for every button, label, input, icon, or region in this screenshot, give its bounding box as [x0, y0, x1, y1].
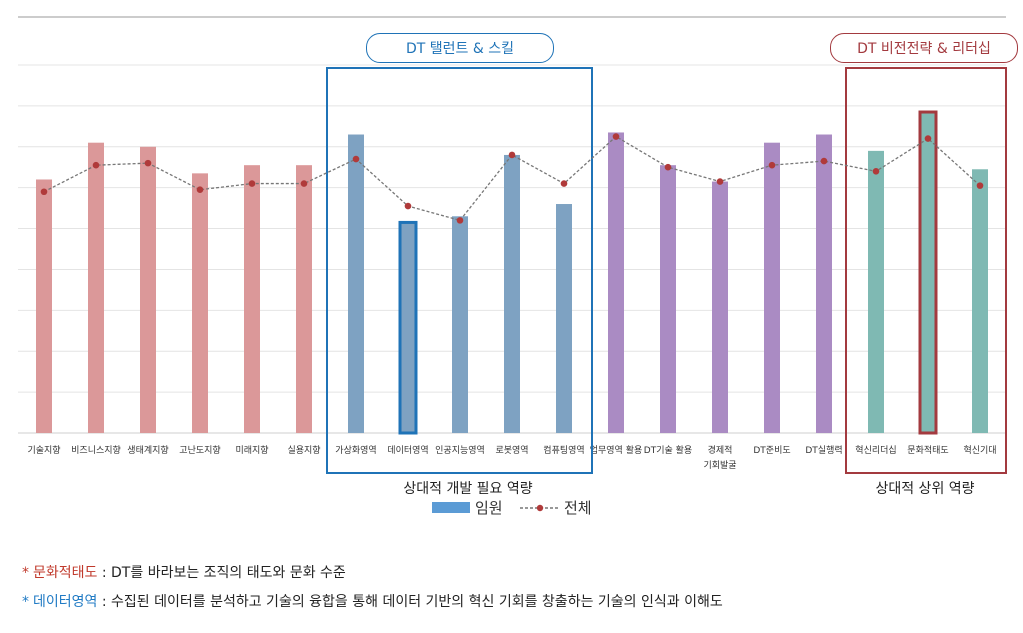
x-tick-label: DT기술 활용	[644, 444, 692, 456]
box-develop-group	[326, 67, 593, 474]
line-point	[404, 202, 412, 210]
bar-혁신리더십	[868, 150, 884, 433]
line-point	[560, 180, 568, 187]
line-point	[872, 168, 880, 175]
x-tick-label: 데이터영역	[387, 445, 428, 456]
note-colon: :	[97, 594, 112, 610]
bar-인공지능영역	[452, 216, 468, 433]
legend-bar-swatch	[432, 502, 470, 513]
x-tick-label: DT준비도	[753, 445, 790, 456]
x-tick-label: 혁신기대	[963, 445, 996, 456]
note-data: * 데이터영역 : 수집된 데이터를 분석하고 기술의 융합을 통해 데이터 기반…	[22, 591, 723, 611]
note-term: 문화적태도	[33, 565, 98, 581]
line-point	[40, 188, 48, 196]
line-point	[92, 161, 100, 169]
badge-vision-leadership: DT 비전전략 & 리터십	[830, 33, 1018, 63]
x-tick-label: 경제적 기회발굴	[703, 444, 736, 471]
bar-미래지향	[244, 165, 260, 433]
note-colon: :	[97, 565, 112, 581]
bar-DT준비도	[764, 142, 780, 433]
badge-talent-skill: DT 탤런트 & 스킬	[366, 33, 554, 63]
group-label-develop: 상대적 개발 필요 역량	[403, 481, 532, 497]
bar-혁신기대	[972, 169, 988, 433]
x-tick-labels: 기술지향 비즈니스지향 생태계지향 고난도지향 미래지향 실용지향 가상화영역 데이터영역 인공…	[27, 444, 996, 471]
note-text: DT를 바라보는 조직의 태도와 문화 수준	[111, 565, 346, 581]
line-point	[976, 182, 984, 189]
bar-가상화영역	[348, 134, 364, 433]
bar-로봇영역	[504, 154, 520, 433]
x-tick-label: 생태계지향	[127, 444, 168, 456]
bar-series	[36, 110, 988, 435]
x-tick-label: 가상화영역	[335, 445, 376, 456]
bar-기술지향	[36, 179, 52, 433]
note-term: 데이터영역	[33, 594, 98, 610]
x-tick-label: 인공지능영역	[435, 445, 485, 456]
line-point	[456, 217, 464, 224]
line-point	[144, 159, 152, 167]
highlight-boxes	[326, 67, 1007, 474]
x-tick-label: 기술지향	[27, 444, 60, 456]
line-point	[612, 133, 620, 140]
line-point	[300, 180, 308, 187]
box-top-group	[845, 67, 1007, 474]
bar-컴퓨팅영역	[556, 204, 572, 433]
note-star-icon: *	[22, 565, 29, 581]
bar-비즈니스지향	[88, 142, 104, 433]
x-tick-label: 업무영역 활용	[590, 444, 643, 456]
x-tick-label: 문화적태도	[907, 444, 948, 456]
line-point	[768, 161, 776, 169]
bar-실용지향	[296, 165, 312, 433]
line-series	[40, 133, 984, 224]
line-point	[508, 151, 516, 159]
x-tick-label: 로봇영역	[495, 445, 528, 456]
legend-bar-label: 임원	[475, 499, 503, 517]
line-point	[664, 163, 672, 171]
note-text: 수집된 데이터를 분석하고 기술의 융합을 통해 데이터 기반의 혁신 기회를 …	[111, 594, 723, 610]
bar-업무영역-활용	[608, 132, 624, 433]
line-point	[352, 155, 360, 163]
line-point	[248, 180, 256, 187]
legend: 임원 전체	[432, 499, 592, 517]
x-tick-label: 혁신리더십	[855, 445, 896, 456]
line-point	[716, 178, 724, 185]
x-tick-label: 실용지향	[287, 444, 320, 456]
note-culture: * 문화적태도 : DT를 바라보는 조직의 태도와 문화 수준	[22, 562, 346, 582]
bar-DT실행력	[816, 134, 832, 433]
x-tick-label: 비즈니스지향	[71, 444, 121, 456]
x-tick-label: 컴퓨팅영역	[543, 444, 584, 456]
note-star-icon: *	[22, 594, 29, 610]
bar-고난도지향	[192, 173, 208, 433]
bar-데이터영역	[398, 220, 418, 435]
bar-문화적태도	[918, 110, 938, 435]
group-label-top: 상대적 상위 역량	[875, 481, 974, 497]
x-tick-label: 미래지향	[235, 444, 268, 456]
x-tick-label: DT실행력	[805, 444, 842, 456]
legend-line-marker	[536, 504, 544, 512]
line-point	[196, 186, 204, 194]
line-point	[924, 135, 932, 142]
line-point	[820, 157, 828, 165]
bar-생태계지향	[140, 146, 156, 433]
legend-line-label: 전체	[564, 499, 592, 517]
bar-DT기술-활용	[660, 165, 676, 433]
bar-경제적-기회발굴	[712, 181, 728, 433]
x-tick-label: 고난도지향	[179, 444, 220, 456]
